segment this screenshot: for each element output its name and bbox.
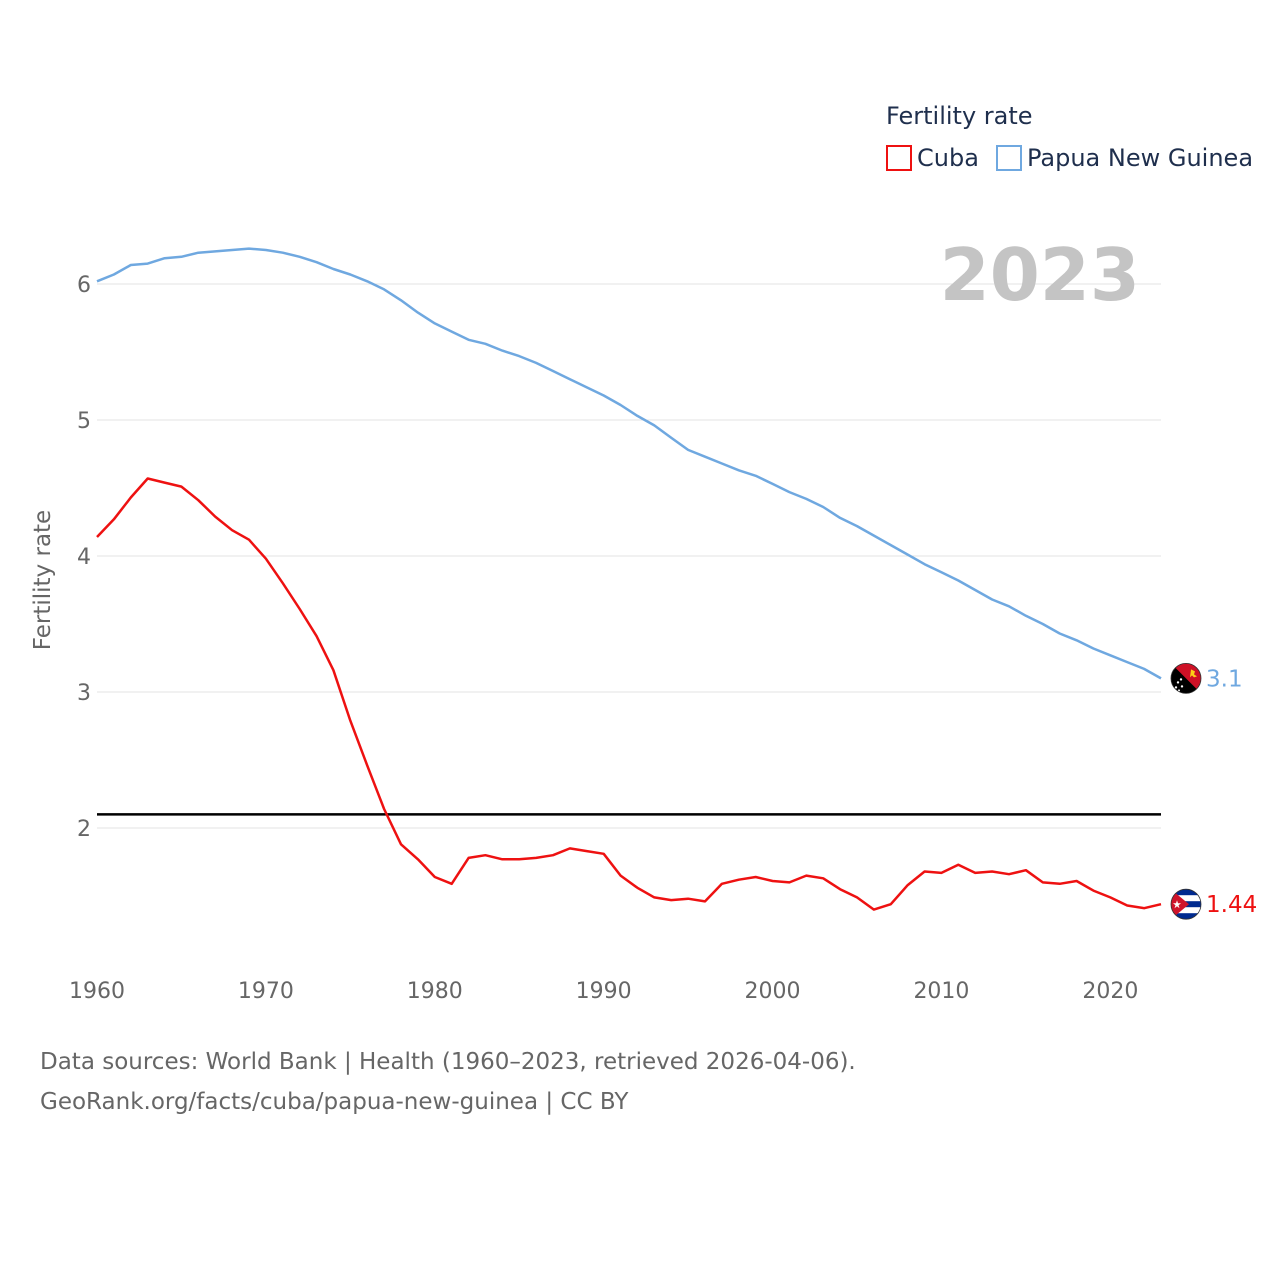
fertility-rate-chart: 2 3 4 5 6 1960 1970 1980 1990 2000 2010 2020 Ferti… <box>30 102 1257 1004</box>
x-tick-label-2000: 2000 <box>745 979 801 1004</box>
source-note: Data sources: World Bank | Health (1960–… <box>40 1042 856 1122</box>
cuba-flag-icon <box>1170 888 1202 920</box>
y-tick-label-2: 2 <box>77 817 91 842</box>
legend-swatch-papua-new-guinea <box>996 145 1022 171</box>
legend: Fertility rate Cuba Papua New Guinea <box>886 102 1253 172</box>
y-axis-ticks: 2 3 4 5 6 <box>77 273 91 842</box>
source-line-2[interactable]: GeoRank.org/facts/cuba/papua-new-guinea … <box>40 1089 629 1115</box>
source-line-1: Data sources: World Bank | Health (1960–… <box>40 1049 856 1075</box>
x-tick-label-1990: 1990 <box>576 979 632 1004</box>
x-tick-label-2020: 2020 <box>1082 979 1138 1004</box>
y-tick-label-4: 4 <box>77 545 91 570</box>
series-layer <box>96 247 1162 911</box>
y-tick-label-5: 5 <box>77 409 91 434</box>
x-tick-label-1980: 1980 <box>407 979 463 1004</box>
legend-item-papua-new-guinea[interactable]: Papua New Guinea <box>996 144 1253 172</box>
legend-title: Fertility rate <box>886 102 1033 130</box>
y-axis-title: Fertility rate <box>30 510 56 650</box>
legend-label-cuba: Cuba <box>917 144 979 172</box>
legend-item-cuba[interactable]: Cuba <box>886 144 979 172</box>
x-axis-ticks: 1960 1970 1980 1990 2000 2010 2020 <box>69 979 1138 1004</box>
end-label-papua-new-guinea: 3.1 <box>1206 666 1243 692</box>
legend-swatch-cuba <box>886 145 912 171</box>
end-label-cuba: 1.44 <box>1206 892 1257 918</box>
series-line-cuba <box>96 477 1162 911</box>
gridlines <box>97 283 1161 829</box>
legend-label-papua-new-guinea: Papua New Guinea <box>1027 144 1253 172</box>
x-tick-label-1970: 1970 <box>238 979 294 1004</box>
year-label: 2023 <box>940 233 1140 317</box>
y-tick-label-3: 3 <box>77 681 91 706</box>
x-tick-label-1960: 1960 <box>69 979 125 1004</box>
series-line-papua-new-guinea <box>96 247 1162 680</box>
x-tick-label-2010: 2010 <box>913 979 969 1004</box>
papua-new-guinea-flag-icon <box>1170 663 1202 694</box>
y-tick-label-6: 6 <box>77 273 91 298</box>
